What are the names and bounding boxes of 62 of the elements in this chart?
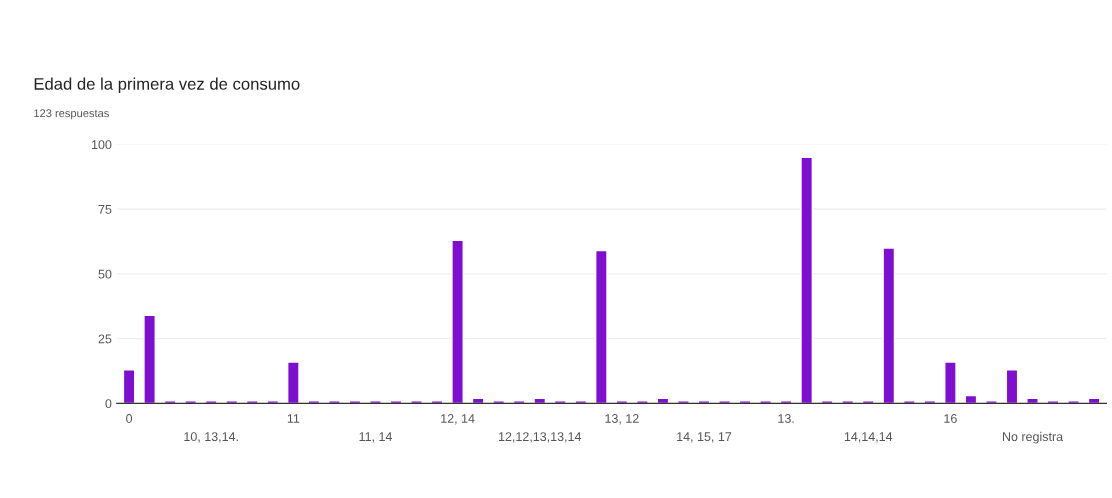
bar	[143, 314, 156, 404]
bar	[1005, 369, 1019, 404]
bar	[245, 400, 259, 404]
x-tick-label: 12,12,13,13,14	[498, 432, 582, 443]
bar	[841, 400, 855, 404]
x-tick-label: 12, 14	[441, 414, 475, 425]
bar	[328, 400, 341, 404]
bar	[512, 400, 526, 404]
x-tick-label: 13, 12	[605, 414, 639, 425]
x-tick-label: 16	[944, 414, 957, 423]
bar	[553, 400, 567, 404]
y-tick-label: 50	[98, 269, 112, 279]
x-tick-label: 14, 15, 17	[677, 432, 732, 443]
bar	[163, 400, 177, 404]
bar	[410, 400, 423, 404]
bar	[204, 400, 218, 404]
bar	[266, 400, 280, 404]
x-tick-label: 11	[287, 414, 300, 423]
bar	[307, 400, 321, 404]
y-tick-label: 75	[98, 205, 112, 214]
bar	[985, 400, 998, 404]
bar	[369, 400, 382, 404]
bar	[779, 400, 793, 404]
bar	[122, 369, 136, 404]
bar	[389, 400, 403, 404]
bar	[594, 249, 608, 404]
bar	[636, 400, 649, 404]
bar	[964, 394, 978, 404]
x-tick-label: 13.	[778, 414, 794, 423]
bar	[759, 400, 772, 404]
bar	[225, 400, 239, 404]
chart-title: Edad de la primera vez de consumo	[34, 77, 300, 94]
bar	[184, 400, 198, 404]
chart-subtitle: 123 respuestas	[34, 109, 109, 120]
bar	[1067, 400, 1080, 404]
bar	[677, 400, 690, 404]
bar	[738, 400, 752, 404]
bar	[697, 400, 711, 404]
bar	[574, 400, 588, 404]
bar	[492, 400, 506, 404]
bar	[923, 400, 937, 404]
bar	[800, 156, 814, 404]
bar	[944, 361, 957, 404]
bar	[348, 400, 362, 404]
y-tick-label: 25	[98, 334, 112, 344]
y-tick-label: 100	[92, 140, 112, 150]
x-tick-label: 0	[126, 414, 133, 423]
x-tick-label: 10, 13,14.	[184, 432, 238, 443]
x-tick-label: No registra	[1002, 431, 1064, 444]
bar	[820, 400, 834, 404]
bar	[861, 400, 875, 404]
x-tick-label: 11, 14	[359, 432, 393, 443]
bar	[451, 239, 464, 404]
bar	[615, 400, 629, 404]
bar	[1046, 400, 1060, 404]
bar	[430, 400, 444, 404]
bar	[882, 247, 896, 404]
bar	[287, 361, 300, 404]
y-tick-label: 0	[105, 399, 112, 409]
x-tick-label: 14,14,14	[844, 432, 893, 443]
bar	[718, 400, 731, 404]
bar	[902, 400, 916, 404]
